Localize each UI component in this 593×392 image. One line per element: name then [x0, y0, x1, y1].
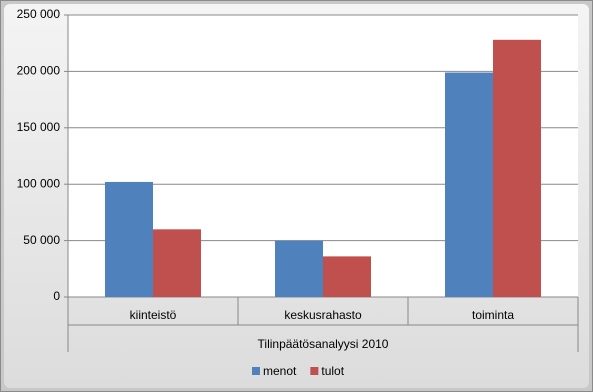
bar [105, 181, 153, 297]
y-tick-label: 250 000 [17, 7, 61, 21]
x-tick-label: toiminta [472, 308, 514, 322]
legend-label: tulot [321, 364, 344, 378]
y-tick-label: 150 000 [17, 120, 61, 134]
bar [445, 72, 493, 297]
x-tick-label: keskusrahasto [284, 308, 362, 322]
legend-swatch [252, 367, 260, 375]
bar [153, 229, 201, 297]
y-tick-label: 50 000 [23, 233, 60, 247]
y-tick-label: 200 000 [17, 64, 61, 78]
x-tick-label: kiinteistö [130, 308, 177, 322]
group-label: Tilinpäätösanalyysi 2010 [258, 337, 389, 351]
legend-swatch [310, 367, 319, 375]
y-tick-label: 0 [53, 289, 60, 303]
bar [493, 39, 541, 297]
bar [323, 256, 371, 297]
bar [275, 240, 323, 297]
legend-label: menot [263, 364, 297, 378]
y-tick-label: 100 000 [17, 176, 61, 190]
